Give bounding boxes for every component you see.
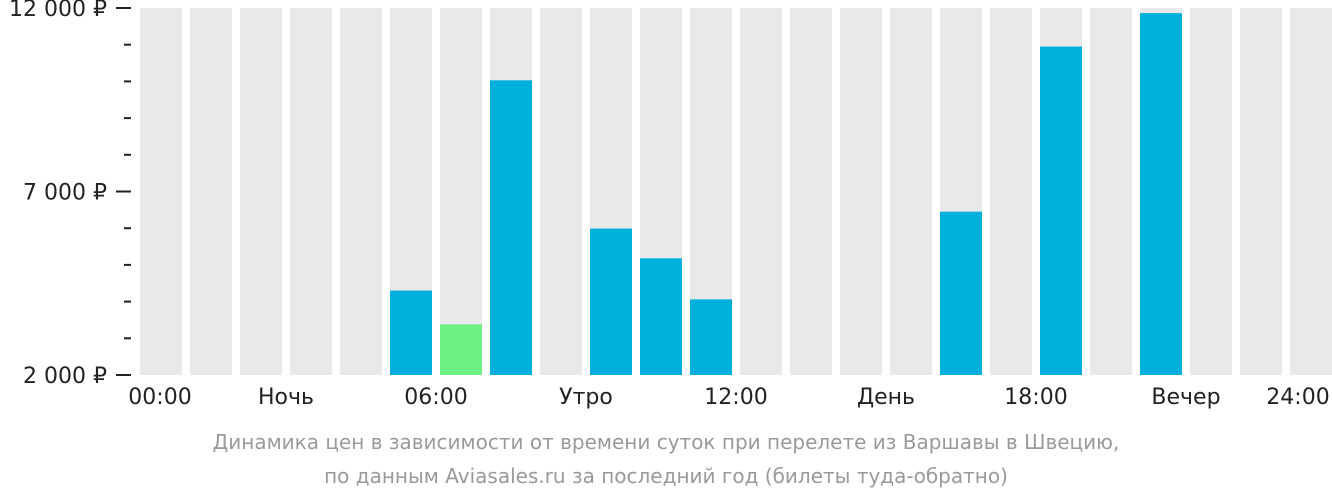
x-tick-label: Ночь: [258, 385, 314, 410]
y-axis: 12 000 ₽ 7 000 ₽ 2 000 ₽: [9, 0, 131, 389]
y-tick-label: 7 000 ₽: [23, 181, 107, 206]
background-column: [540, 8, 582, 375]
bar: [490, 80, 532, 375]
y-tick-label: 12 000 ₽: [9, 0, 107, 22]
x-tick-label: Вечер: [1151, 385, 1220, 410]
background-column: [890, 8, 932, 375]
bars: [390, 13, 1182, 375]
background-column: [290, 8, 332, 375]
x-axis: 00:00 Ночь 06:00 Утро 12:00 День 18:00 Вечер 24:…: [128, 385, 1329, 410]
x-tick-label: Утро: [559, 385, 613, 410]
background-column: [440, 8, 482, 375]
x-tick-label: 12:00: [704, 385, 767, 410]
caption-line-1: Динамика цен в зависимости от времени су…: [212, 430, 1120, 454]
background-column: [740, 8, 782, 375]
x-tick-label: День: [857, 385, 915, 410]
background-column: [140, 8, 182, 375]
y-tick-label: 2 000 ₽: [23, 364, 107, 389]
bar: [640, 258, 682, 375]
background-column: [840, 8, 882, 375]
background-column: [990, 8, 1032, 375]
x-tick-label: 00:00: [128, 385, 191, 410]
caption-line-2: по данным Aviasales.ru за последний год …: [324, 464, 1008, 488]
background-column: [240, 8, 282, 375]
background-column: [1240, 8, 1282, 375]
background-column: [1090, 8, 1132, 375]
x-tick-label: 18:00: [1004, 385, 1067, 410]
background-column: [340, 8, 382, 375]
bar: [1040, 46, 1082, 375]
bar: [940, 211, 982, 375]
x-tick-label: 06:00: [404, 385, 467, 410]
bar: [1140, 13, 1182, 375]
background-column: [790, 8, 832, 375]
background-column: [190, 8, 232, 375]
bar: [590, 228, 632, 375]
x-tick-label: 24:00: [1266, 385, 1329, 410]
bar: [690, 299, 732, 375]
background-column: [1290, 8, 1332, 375]
bar: [390, 290, 432, 375]
bar-cheapest: [440, 324, 482, 375]
background-column: [1190, 8, 1232, 375]
